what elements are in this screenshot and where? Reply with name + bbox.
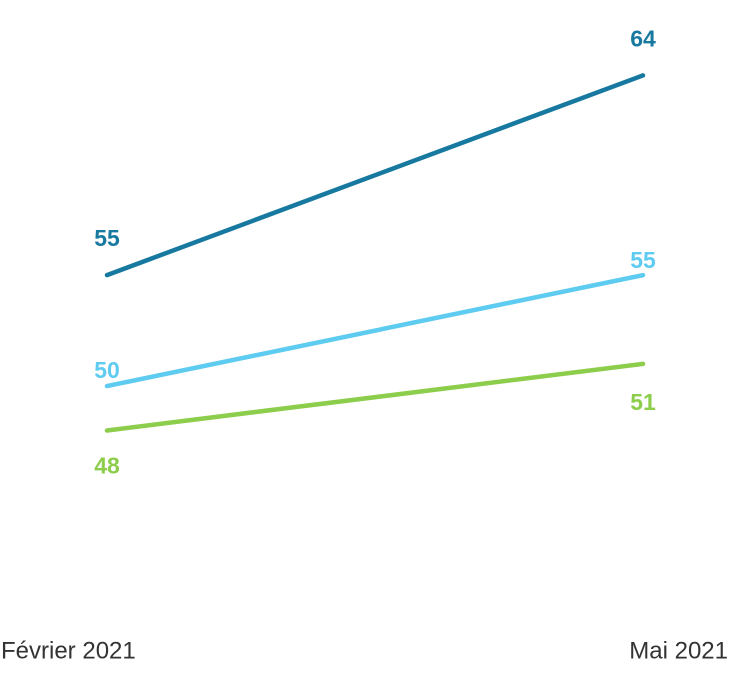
data-label: 55 [630, 247, 656, 273]
x-tick-label: Février 2021 [1, 637, 136, 664]
data-label: 51 [630, 389, 656, 415]
series-line [104, 272, 646, 389]
data-label: 50 [94, 357, 120, 383]
data-label: 64 [630, 25, 656, 51]
x-tick-label: Mai 2021 [629, 637, 728, 664]
series-line [104, 73, 646, 278]
data-label: 55 [94, 225, 120, 251]
data-label: 48 [94, 453, 120, 479]
series-line [104, 361, 646, 433]
